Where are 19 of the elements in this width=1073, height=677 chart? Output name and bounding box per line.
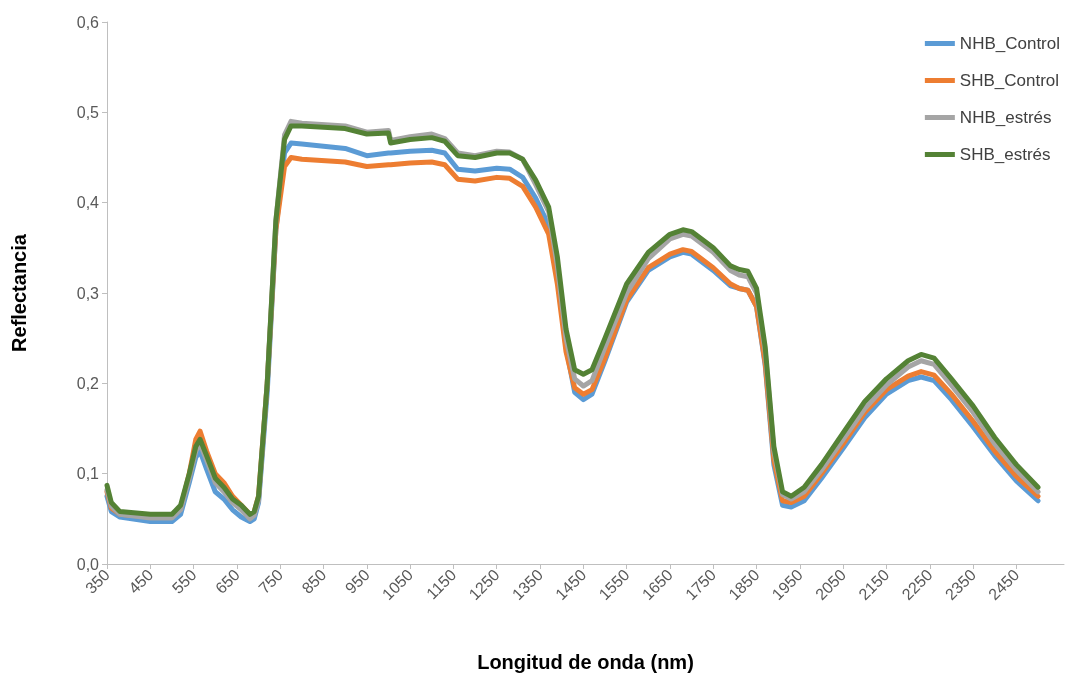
y-axis-title: Reflectancia [8,233,30,352]
y-tick-label: 0,2 [76,374,100,392]
y-tick-label: 0,3 [76,284,100,302]
y-tick-label: 0,1 [76,465,100,483]
y-tick-label: 0,0 [76,555,100,573]
x-tick-label: 950 [341,565,373,597]
y-tick-label: 0,6 [76,13,100,31]
legend-label: NHB_Control [959,34,1061,53]
x-tick-label: 850 [298,565,330,597]
x-tick-label: 750 [255,565,287,597]
legend-label: SHB_estrés [959,145,1051,164]
y-tick-label: 0,5 [76,103,100,121]
legend-label: SHB_Control [959,71,1060,90]
y-tick-label: 0,4 [76,194,100,212]
x-axis-title: Longitud de onda (nm) [477,651,694,673]
x-tick-label: 450 [125,565,157,597]
legend-label: NHB_estrés [959,108,1052,127]
x-tick-label: 550 [168,565,200,597]
x-tick-label: 650 [212,565,243,597]
